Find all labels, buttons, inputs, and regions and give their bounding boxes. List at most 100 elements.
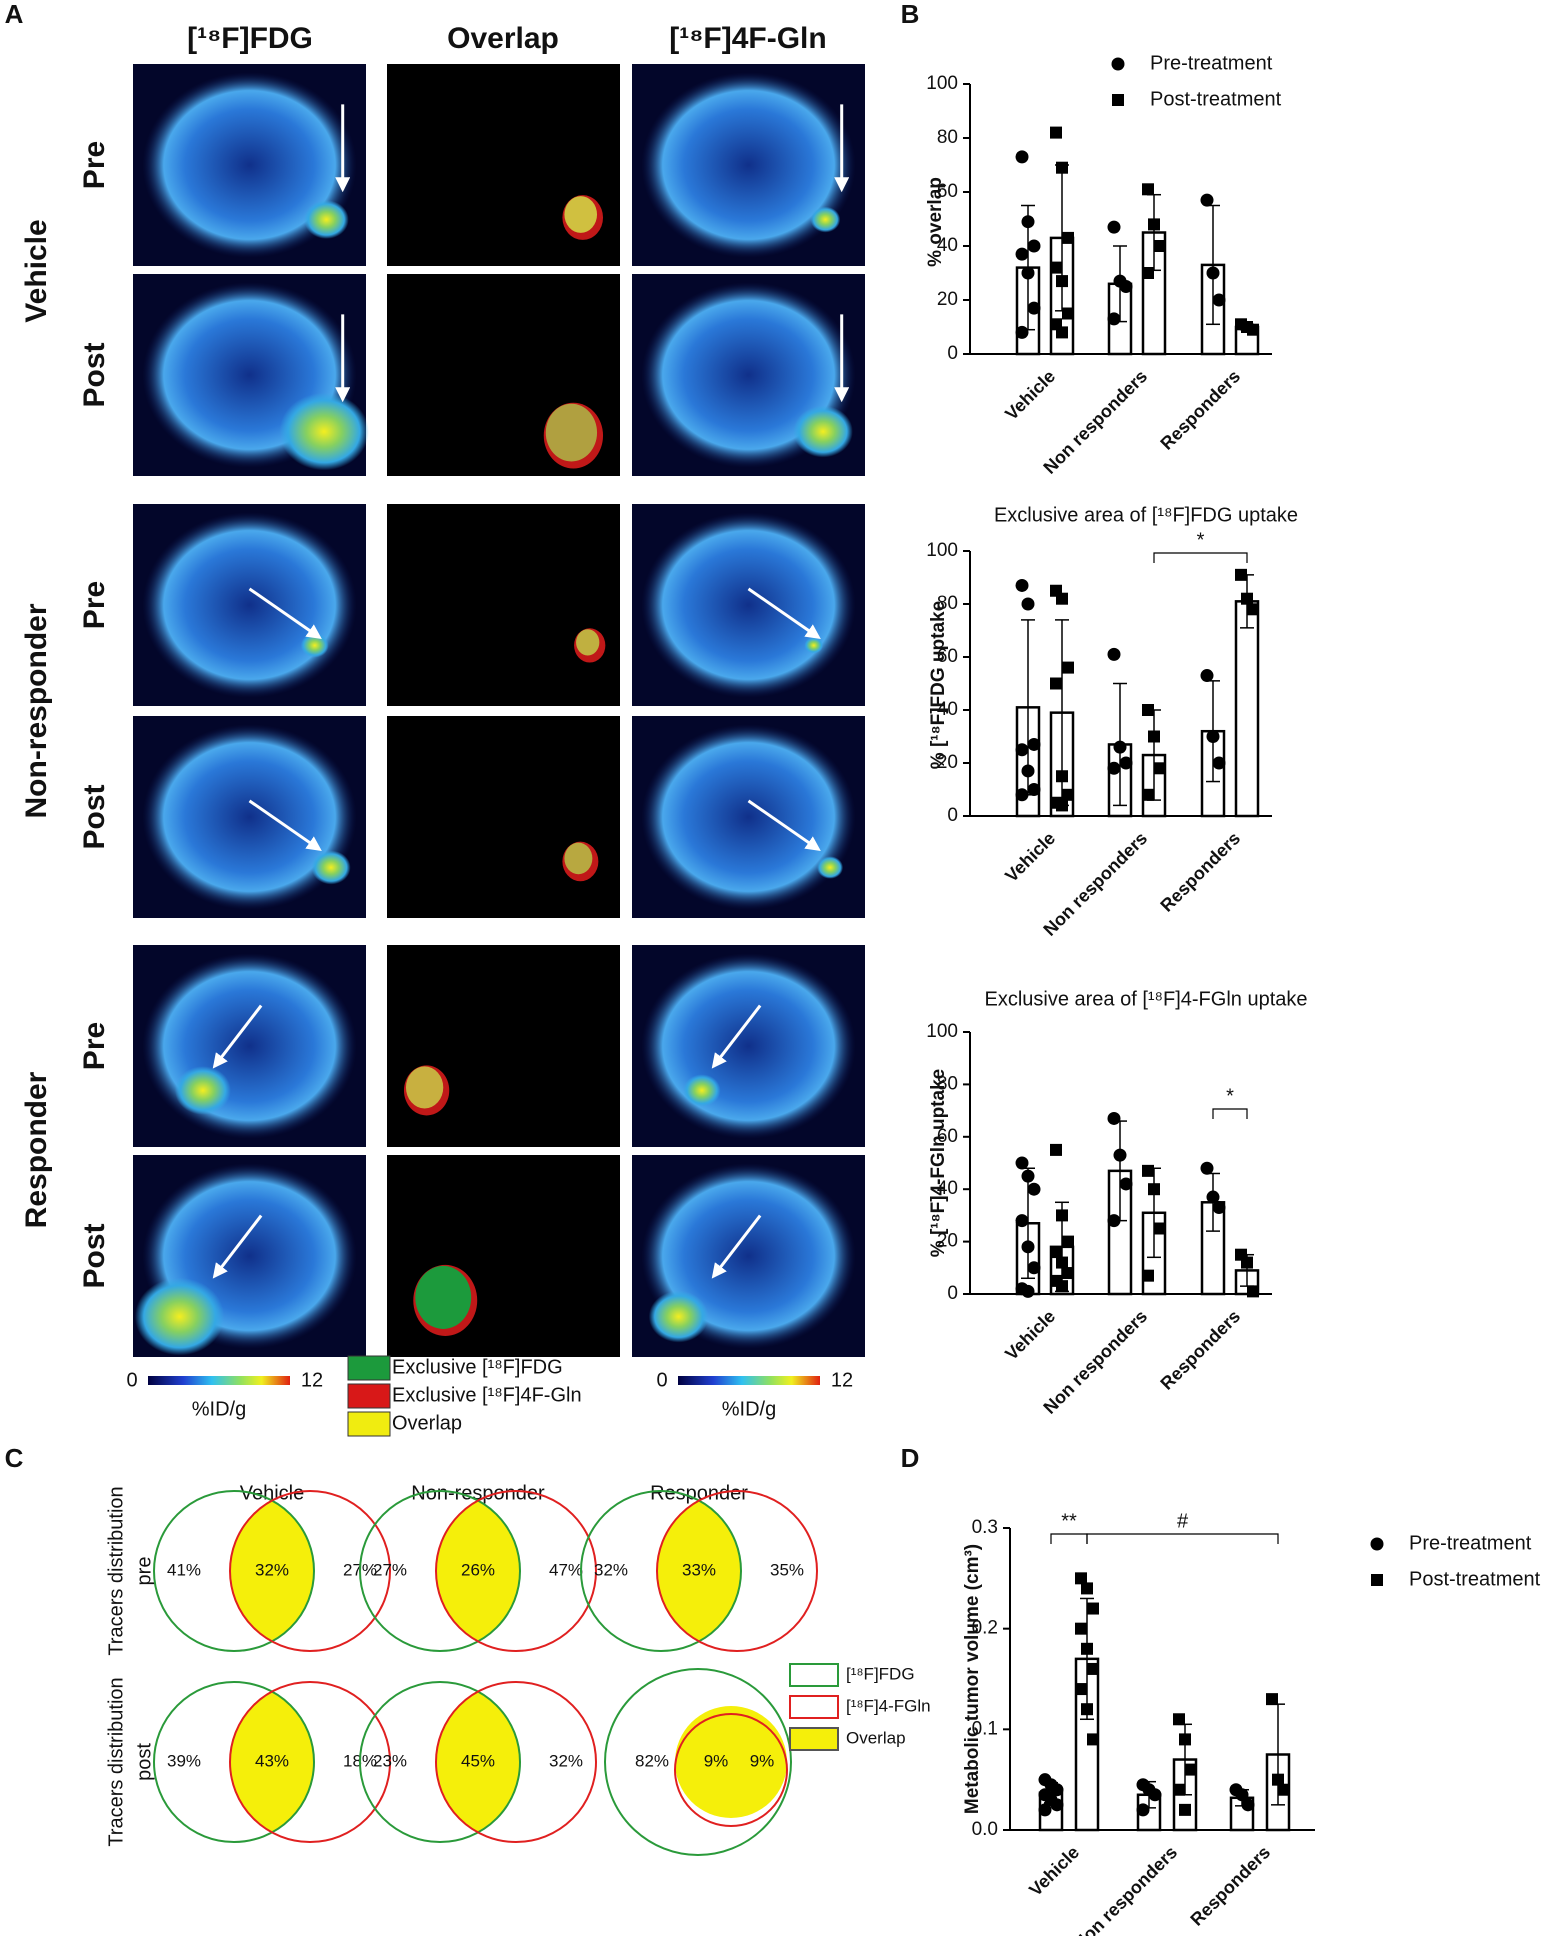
data-point	[1154, 1222, 1166, 1235]
data-point	[1015, 150, 1029, 164]
data-point	[1142, 267, 1154, 279]
data-point	[1015, 1156, 1029, 1170]
venn-percent: 23%	[373, 1751, 407, 1770]
data-point	[1075, 1683, 1087, 1696]
significance-bracket	[1153, 552, 1248, 563]
data-point	[1148, 730, 1160, 743]
data-point	[1087, 1602, 1099, 1615]
data-point	[1154, 762, 1166, 775]
legend-marker	[1370, 1537, 1384, 1551]
hot-spot	[804, 637, 824, 654]
data-point	[1212, 293, 1226, 307]
hot-spot	[683, 1074, 721, 1107]
x-tick-label: Responders	[1156, 1306, 1244, 1394]
venn-overlap	[657, 1491, 741, 1651]
data-point	[1154, 240, 1166, 252]
data-point	[1062, 1267, 1074, 1280]
venn-header: Responder	[650, 1482, 748, 1504]
venn-percent: 32%	[255, 1560, 289, 1579]
group-label: Non-responder	[20, 603, 53, 818]
venn-header: Vehicle	[240, 1482, 305, 1504]
row-label: Post	[78, 1223, 111, 1288]
column-header: Overlap	[447, 22, 559, 55]
venn-fgln	[229, 1490, 391, 1652]
overlap-region	[415, 1265, 472, 1329]
data-point	[1119, 280, 1133, 293]
colorbar-max: 12	[831, 1369, 853, 1391]
y-axis-label: % [¹⁸F]4-FGln uptake	[928, 1069, 949, 1257]
significance-label: *	[1226, 1085, 1234, 1107]
panel-label: C	[5, 1443, 24, 1473]
data-point	[1056, 799, 1068, 812]
data-point	[1241, 592, 1253, 605]
row-label: Post	[78, 784, 111, 849]
y-tick-label: 20	[937, 752, 958, 773]
tissue	[641, 953, 856, 1139]
data-point	[1050, 126, 1062, 139]
chart-title: Exclusive area of [¹⁸F]4-FGln uptake	[984, 988, 1307, 1010]
x-tick-label: Vehicle	[1001, 1306, 1059, 1364]
row-label: Pre	[78, 581, 111, 629]
colorbar-min: 0	[656, 1369, 667, 1391]
colorbar-unit: %ID/g	[722, 1398, 776, 1420]
y-tick-label: 0.2	[972, 1618, 998, 1639]
data-point	[1119, 756, 1133, 770]
venn-percent: 9%	[750, 1751, 775, 1770]
venn-fdg	[153, 1490, 315, 1652]
legend-label: Overlap	[392, 1412, 462, 1434]
data-point	[1235, 568, 1247, 581]
data-point	[1056, 275, 1068, 288]
venn-percent: 82%	[635, 1751, 669, 1770]
data-point	[1142, 183, 1154, 196]
data-point	[1075, 1622, 1087, 1635]
panel-label: B	[901, 0, 920, 29]
tissue	[142, 512, 357, 698]
data-point	[1179, 1733, 1191, 1746]
data-point	[1107, 220, 1121, 234]
data-point	[1038, 1803, 1052, 1817]
y-tick-label: 0.3	[972, 1517, 998, 1538]
data-point	[1142, 1164, 1154, 1177]
data-point	[1021, 1169, 1035, 1183]
venn-percent: 41%	[167, 1560, 201, 1579]
y-tick-label: 60	[937, 181, 958, 202]
data-point	[1027, 239, 1041, 253]
significance-label: *	[1197, 529, 1205, 551]
y-axis-label: % overlap	[925, 177, 946, 267]
data-point	[1173, 1783, 1185, 1796]
data-point	[1235, 1788, 1249, 1802]
arrow	[212, 1214, 263, 1279]
arrow	[248, 587, 322, 640]
image-frame	[387, 1155, 620, 1357]
data-point	[1200, 193, 1214, 207]
legend-label: Pre-treatment	[1409, 1532, 1532, 1554]
row-label: Post	[78, 342, 111, 407]
data-point	[1062, 661, 1074, 674]
y-tick-label: 60	[937, 1126, 958, 1147]
overlap-region	[564, 196, 598, 233]
data-point	[1148, 1183, 1160, 1196]
data-point	[1050, 1798, 1064, 1812]
data-point	[1050, 261, 1062, 274]
data-point	[1148, 218, 1160, 231]
data-point	[1056, 592, 1068, 605]
data-point	[1241, 1798, 1255, 1812]
colorbar-unit: %ID/g	[192, 1398, 246, 1420]
data-point	[1212, 1201, 1226, 1215]
data-point	[1200, 669, 1214, 683]
hot-spot	[174, 1066, 231, 1115]
significance-label: **	[1061, 1510, 1077, 1532]
legend-swatch	[789, 1663, 839, 1687]
data-point	[1021, 1240, 1035, 1254]
y-tick-label: 0.0	[972, 1819, 998, 1840]
data-point	[1015, 325, 1029, 339]
data-point	[1206, 266, 1220, 280]
hot-spot	[134, 1277, 225, 1356]
legend-marker	[1112, 94, 1124, 106]
panel-label: A	[5, 0, 24, 29]
venn-fdg	[359, 1681, 521, 1843]
venn-fgln	[229, 1681, 391, 1843]
x-tick-label: Responders	[1186, 1842, 1274, 1930]
venn-percent: 35%	[770, 1560, 804, 1579]
hot-spot	[817, 856, 844, 879]
